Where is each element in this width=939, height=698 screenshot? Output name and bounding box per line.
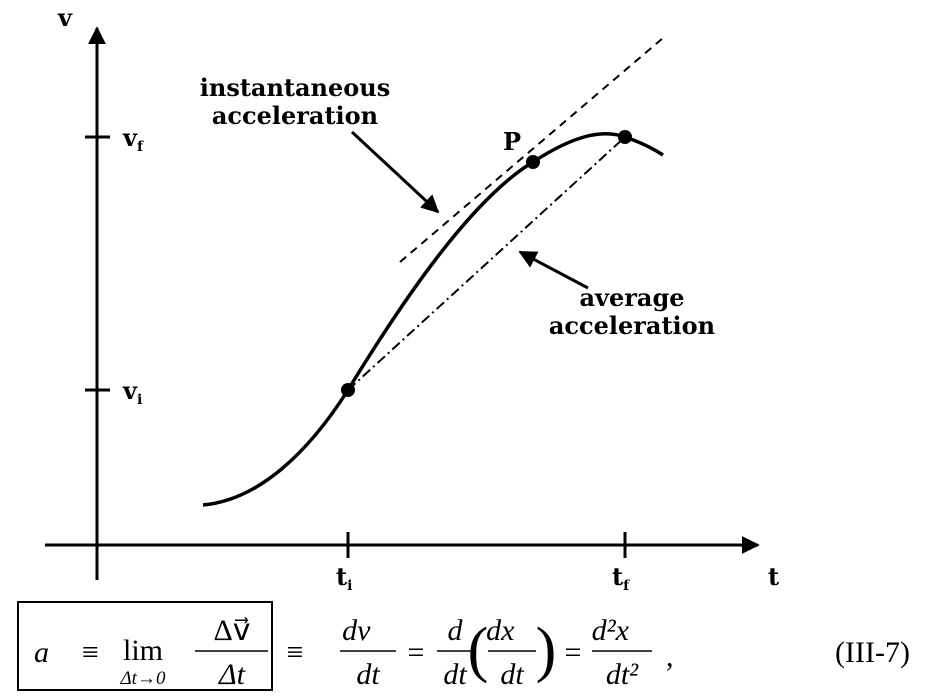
- equation-part: dv⃗: [342, 614, 394, 647]
- equation-part: ): [536, 616, 557, 684]
- annotation: instantaneous: [200, 73, 391, 102]
- equation-part: =: [408, 636, 425, 669]
- equation-part: ,: [666, 640, 674, 673]
- tick-label: vf: [122, 123, 144, 155]
- arrow: [350, 130, 440, 214]
- equation-part: d²x⃗: [592, 614, 653, 647]
- annotation: acceleration: [549, 311, 715, 340]
- x-axis-label: t: [768, 562, 779, 591]
- arrow: [518, 250, 589, 290]
- equation-part: Δt: [218, 658, 246, 691]
- equation-part: ≡: [287, 636, 304, 669]
- equation-part: Δt→0: [120, 668, 166, 689]
- point: [526, 155, 540, 169]
- equation-part: dt²: [606, 658, 639, 691]
- equation-part: dx⃗: [486, 614, 538, 647]
- equation-part: (: [468, 616, 489, 684]
- equation-box: [17, 601, 273, 691]
- tangent-line: [399, 37, 664, 263]
- y-axis-label: v: [57, 3, 73, 32]
- tick-label: tf: [612, 562, 630, 594]
- equation-part: dt: [443, 658, 467, 691]
- equation-part: dt: [356, 658, 380, 691]
- equation-part: lim: [123, 634, 163, 667]
- annotation: acceleration: [212, 101, 378, 130]
- tick-label: ti: [336, 562, 352, 594]
- equation-number: (III-7): [835, 636, 910, 669]
- point: [341, 383, 355, 397]
- equation-part: d: [448, 614, 464, 647]
- equation-part: Δv⃗: [213, 614, 250, 647]
- secant-line: [347, 136, 626, 391]
- tick-label: vi: [122, 376, 142, 408]
- annotation: average: [579, 283, 684, 312]
- point: [618, 130, 632, 144]
- point-label: P: [503, 127, 521, 156]
- equation-part: a⃗ ≡: [34, 636, 100, 669]
- equation-part: dt: [500, 658, 524, 691]
- equation-part: =: [565, 636, 582, 669]
